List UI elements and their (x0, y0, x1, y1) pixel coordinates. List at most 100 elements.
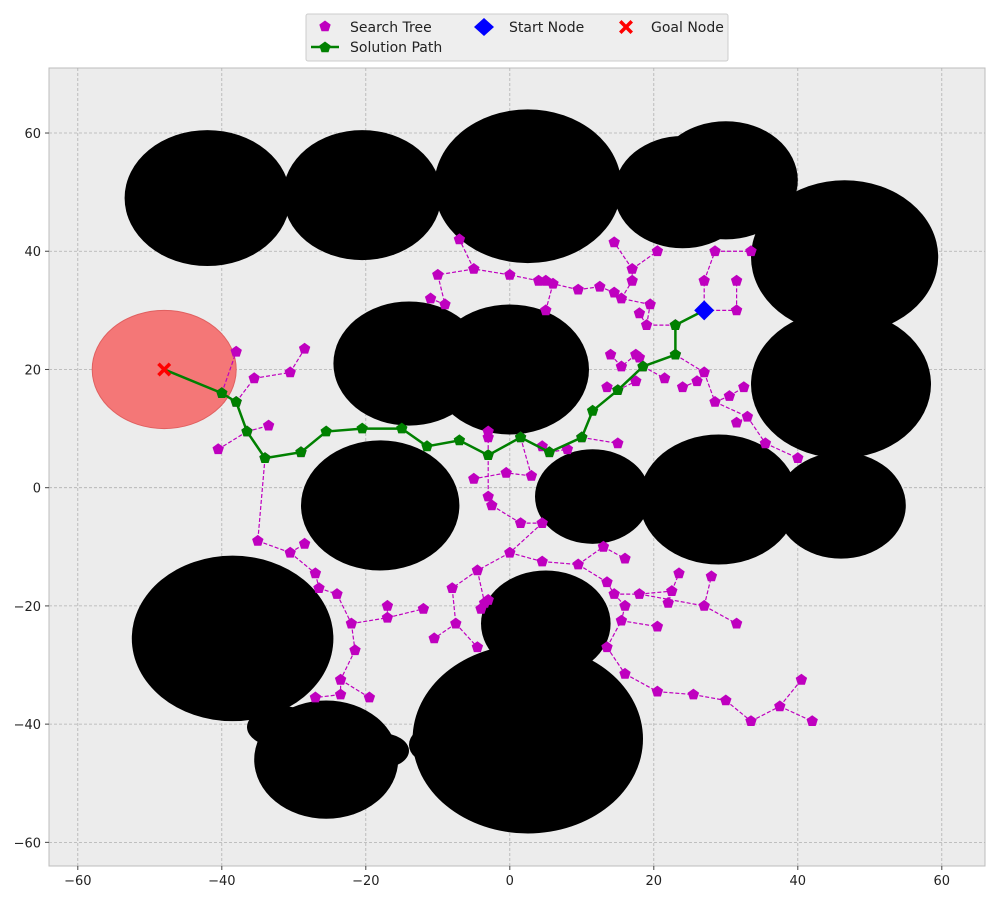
legend-solution-path-label: Solution Path (350, 40, 442, 56)
solution-path-node (396, 422, 408, 434)
search-tree-node (424, 292, 437, 304)
search-tree-node (334, 688, 347, 700)
x-tick-label: −60 (64, 874, 91, 889)
search-tree-node (432, 268, 444, 280)
search-tree-node (608, 588, 620, 599)
search-tree-node (745, 245, 757, 257)
solution-path-node (241, 425, 253, 437)
legend-goal-node-label: Goal Node (651, 20, 724, 36)
search-tree-node (687, 688, 700, 700)
search-tree-node (525, 469, 538, 481)
solution-path-node (586, 404, 599, 416)
search-tree-edge (437, 268, 474, 276)
search-tree-node (345, 617, 358, 629)
search-tree-node (468, 263, 480, 274)
x-tick-label: 60 (934, 874, 951, 889)
obstacle (409, 727, 453, 763)
search-tree-node (471, 564, 484, 576)
solution-path-node (356, 422, 368, 434)
search-tree-edge (621, 297, 651, 306)
search-tree-edge (621, 620, 658, 628)
search-tree-node (381, 599, 394, 611)
solution-path-node (320, 425, 332, 437)
search-tree-node (252, 534, 264, 546)
obstacle (653, 121, 798, 240)
search-tree-node (720, 694, 732, 706)
search-tree-node (482, 425, 494, 437)
search-tree-node (730, 416, 743, 428)
search-tree-edge (703, 605, 737, 625)
search-tree-edge (657, 691, 694, 696)
search-tree-node (615, 360, 628, 372)
search-tree-node (313, 582, 325, 593)
search-tree-node (730, 617, 743, 629)
search-tree-node (640, 319, 653, 330)
search-tree-node (349, 644, 361, 656)
solution-path-node (576, 431, 588, 443)
search-tree-edge (750, 705, 781, 722)
search-tree-node (705, 570, 718, 582)
legend: Search Tree Solution Path Start Node Goa… (305, 13, 729, 62)
obstacle (301, 440, 460, 571)
search-tree-edge (350, 623, 356, 651)
solution-path-node (669, 348, 682, 360)
search-tree-node (774, 700, 786, 712)
solution-path-node (216, 387, 228, 398)
search-tree-edge (340, 649, 356, 681)
solution-path-node (295, 446, 307, 458)
search-tree-node (666, 585, 678, 596)
search-tree-node (698, 366, 710, 378)
search-tree-node (572, 283, 584, 295)
search-tree-node (309, 567, 322, 579)
search-tree-node (644, 298, 656, 310)
search-tree-edge (473, 268, 510, 276)
search-tree-node (453, 233, 466, 245)
solution-path-node (637, 360, 649, 372)
obstacle (412, 644, 643, 834)
search-tree-edge (221, 351, 237, 394)
legend-solution-path-marker (319, 41, 331, 53)
legend-goal-node-marker (619, 20, 633, 34)
search-tree-edge (477, 552, 511, 571)
search-tree-node (262, 419, 275, 431)
y-tick-label: 60 (24, 127, 41, 142)
search-tree-node (381, 611, 394, 623)
search-tree-node (309, 691, 322, 703)
legend-search-tree-label: Search Tree (350, 20, 432, 36)
obstacle (751, 180, 939, 334)
obstacle (283, 130, 442, 261)
search-tree-node (468, 472, 480, 484)
obstacle (351, 733, 410, 769)
search-tree-edge (542, 560, 579, 566)
search-tree-node (604, 348, 617, 360)
search-tree-node (536, 440, 548, 452)
solution-path-node (612, 384, 624, 395)
search-tree-node (601, 576, 613, 588)
search-tree-edge (351, 617, 388, 625)
search-tree-node (298, 537, 311, 549)
search-tree-node (630, 375, 642, 387)
search-tree-node (504, 546, 516, 558)
search-tree-node (651, 620, 664, 632)
search-tree-node (730, 274, 743, 286)
search-tree-node (608, 286, 620, 298)
search-tree-node (331, 588, 343, 599)
solution-path-node (482, 449, 494, 460)
search-tree-edge (746, 416, 766, 444)
x-tick-label: −20 (352, 874, 379, 889)
search-tree-node (738, 381, 750, 393)
goal-node-marker (157, 362, 172, 377)
search-tree-node (730, 304, 743, 316)
search-tree-edge (606, 646, 626, 675)
search-tree-node (486, 499, 498, 511)
search-tree-edge (703, 372, 716, 403)
search-tree-edge (458, 239, 475, 270)
search-tree-node (709, 396, 721, 407)
legend-start-node-label: Start Node (509, 20, 584, 36)
y-tick-label: −20 (14, 600, 41, 615)
search-tree-node (658, 372, 671, 384)
search-tree-node (698, 599, 710, 611)
search-tree-node (230, 345, 242, 357)
search-tree-edge (639, 590, 672, 595)
search-tree-edge (703, 576, 712, 607)
